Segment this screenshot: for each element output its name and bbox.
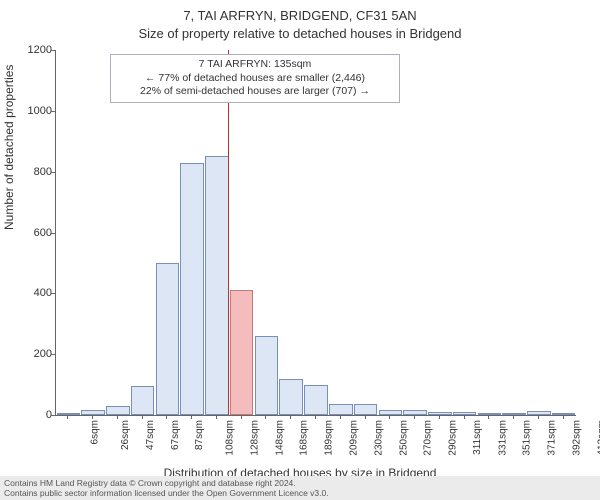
- x-tick-label: 189sqm: [324, 420, 335, 456]
- histogram-bar: [156, 263, 180, 415]
- x-tick-label: 6sqm: [90, 420, 101, 444]
- x-tick-mark: [92, 415, 93, 419]
- x-tick-label: 26sqm: [120, 420, 131, 450]
- x-tick-mark: [488, 415, 489, 419]
- x-tick-label: 148sqm: [274, 420, 285, 456]
- chart-container: 7, TAI ARFRYN, BRIDGEND, CF31 5AN Size o…: [0, 0, 600, 500]
- title-address: 7, TAI ARFRYN, BRIDGEND, CF31 5AN: [0, 8, 600, 23]
- x-tick-label: 250sqm: [398, 420, 409, 456]
- y-tick-mark: [51, 415, 55, 416]
- y-tick-label: 800: [34, 166, 52, 178]
- footer-line1: Contains HM Land Registry data © Crown c…: [4, 478, 596, 488]
- x-tick-mark: [389, 415, 390, 419]
- x-tick-label: 311sqm: [472, 420, 483, 455]
- x-tick-label: 412sqm: [596, 420, 600, 456]
- y-tick-mark: [51, 293, 55, 294]
- y-tick-mark: [51, 354, 55, 355]
- y-axis-label: Number of detached properties: [2, 65, 16, 230]
- x-tick-label: 67sqm: [170, 420, 181, 450]
- footer-attribution: Contains HM Land Registry data © Crown c…: [0, 476, 600, 500]
- y-tick-label: 400: [34, 287, 52, 299]
- y-tick-mark: [51, 172, 55, 173]
- x-tick-mark: [513, 415, 514, 419]
- x-tick-mark: [563, 415, 564, 419]
- x-tick-mark: [439, 415, 440, 419]
- histogram-bar: [255, 336, 279, 415]
- y-tick-mark: [51, 111, 55, 112]
- x-tick-mark: [340, 415, 341, 419]
- reference-line: [228, 50, 229, 415]
- callout-box: 7 TAI ARFRYN: 135sqm ← 77% of detached h…: [110, 54, 400, 103]
- y-tick-mark: [51, 50, 55, 51]
- x-tick-mark: [365, 415, 366, 419]
- chart-plot-area: [55, 50, 576, 416]
- x-tick-label: 230sqm: [373, 420, 384, 456]
- x-tick-label: 128sqm: [250, 420, 261, 456]
- x-tick-label: 270sqm: [423, 420, 434, 456]
- y-tick-label: 600: [34, 227, 52, 239]
- histogram-bar: [180, 163, 204, 415]
- callout-line3: 22% of semi-detached houses are larger (…: [115, 85, 395, 99]
- histogram-bar: [279, 379, 303, 416]
- x-tick-mark: [191, 415, 192, 419]
- x-tick-mark: [414, 415, 415, 419]
- x-tick-mark: [315, 415, 316, 419]
- x-tick-label: 371sqm: [547, 420, 558, 456]
- histogram-bar: [329, 404, 353, 415]
- x-tick-label: 392sqm: [571, 420, 582, 456]
- title-subtitle: Size of property relative to detached ho…: [0, 26, 600, 41]
- x-tick-mark: [538, 415, 539, 419]
- histogram-bar: [131, 386, 155, 415]
- histogram-bar: [106, 406, 130, 415]
- x-tick-mark: [67, 415, 68, 419]
- x-tick-label: 168sqm: [299, 420, 310, 456]
- callout-line1: 7 TAI ARFRYN: 135sqm: [115, 58, 395, 72]
- histogram-bar: [230, 290, 254, 415]
- histogram-bar: [428, 412, 452, 415]
- x-tick-mark: [290, 415, 291, 419]
- callout-line2: ← 77% of detached houses are smaller (2,…: [115, 72, 395, 86]
- x-tick-label: 209sqm: [349, 420, 360, 456]
- x-tick-label: 47sqm: [145, 420, 156, 450]
- y-tick-label: 200: [34, 348, 52, 360]
- x-tick-mark: [241, 415, 242, 419]
- x-tick-mark: [464, 415, 465, 419]
- x-tick-label: 290sqm: [448, 420, 459, 456]
- histogram-bar: [354, 404, 378, 415]
- x-tick-label: 331sqm: [497, 420, 508, 456]
- x-tick-mark: [265, 415, 266, 419]
- x-tick-mark: [117, 415, 118, 419]
- x-tick-mark: [142, 415, 143, 419]
- x-tick-label: 108sqm: [225, 420, 236, 456]
- footer-line2: Contains public sector information licen…: [4, 488, 596, 498]
- x-tick-mark: [166, 415, 167, 419]
- x-tick-mark: [216, 415, 217, 419]
- y-tick-mark: [51, 233, 55, 234]
- histogram-bar: [304, 385, 328, 415]
- histogram-bar: [527, 411, 551, 415]
- x-tick-label: 351sqm: [522, 420, 533, 456]
- y-tick-label: 1200: [28, 44, 52, 56]
- histogram-bar: [205, 156, 229, 415]
- y-tick-label: 1000: [28, 105, 52, 117]
- x-tick-label: 87sqm: [194, 420, 205, 450]
